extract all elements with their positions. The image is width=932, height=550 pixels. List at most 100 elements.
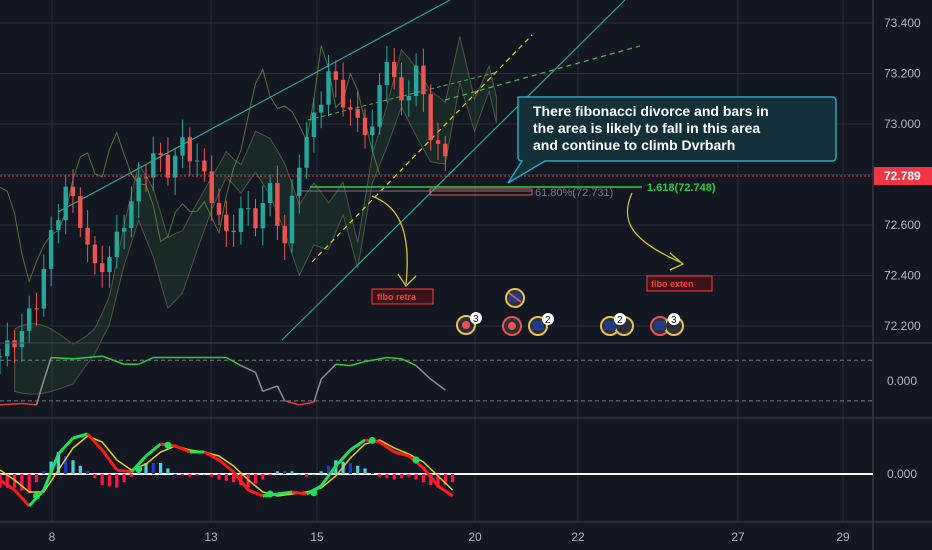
osc2-macd-segment (0, 478, 16, 492)
osc1-line-segment (35, 380, 45, 406)
event-marker-3[interactable]: 2 (502, 313, 554, 336)
note-callout[interactable]: There fibonacci divorce and bars in the … (507, 96, 837, 184)
event-marker-5[interactable]: 3 (650, 313, 684, 336)
candle-body (151, 153, 156, 178)
osc1-line-segment (313, 378, 322, 403)
osc2-histogram-bar (399, 474, 404, 479)
candle-body (304, 137, 309, 168)
event-count-2: 2 (545, 315, 551, 326)
osc2-histogram-bar (253, 474, 258, 484)
candle-body (63, 186, 68, 221)
osc2-histogram-bar (5, 474, 9, 488)
candle-body (348, 107, 353, 110)
osc2-macd-segment (203, 450, 220, 462)
candle-body (121, 227, 127, 232)
osc2-histogram-bar (93, 474, 97, 479)
price-axis-tick-label: 72.600 (884, 218, 921, 232)
candle-body (297, 167, 302, 196)
osc2-histogram-bar (224, 474, 228, 481)
osc2-histogram-bar (49, 461, 53, 474)
note-callout-box (507, 96, 837, 184)
fib-level-gray-label: 61.80%(72.731) (535, 187, 613, 199)
current-price-tag: 72.789 (874, 167, 932, 185)
price-axis-tick-label: 73.200 (884, 67, 921, 81)
osc2-histogram-bar (107, 474, 112, 487)
osc2-histogram-bar (356, 465, 360, 474)
osc2-macd-segment (116, 468, 132, 474)
osc1-line-segment (430, 378, 446, 391)
osc2-histogram-bar (202, 474, 206, 475)
economic-event-markers[interactable]: 3 2 2 3 (456, 288, 684, 336)
time-axis-tick-label: 22 (571, 530, 585, 544)
candle-body (311, 112, 317, 138)
event-marker-1[interactable]: 3 (456, 312, 482, 335)
candle-body (0, 356, 3, 358)
osc1-line-segment (43, 357, 52, 381)
time-axis[interactable]: 8 13 15 20 22 27 29 (49, 530, 850, 544)
osc2-histogram-bar (436, 474, 440, 488)
osc1-line-segment (51, 356, 74, 360)
osc2-histogram-bar (348, 463, 352, 474)
osc1-zero-label: 0.000 (887, 374, 917, 388)
osc2-macd-segment (349, 438, 366, 452)
osc1-line-segment (101, 355, 125, 365)
current-price-tag-label: 72.789 (884, 169, 921, 183)
osc2-macd-segment (86, 432, 104, 452)
osc1-line-segment (0, 402, 22, 406)
fib-red-zone (429, 188, 533, 196)
osc2-histogram-bar (144, 463, 148, 474)
osc2-histogram-bar (363, 468, 367, 474)
candle-body (253, 208, 258, 229)
exten-arrow-curve (626, 192, 681, 263)
annotation-arrows (371, 192, 685, 288)
candle-body (194, 160, 200, 162)
osc2-cross-dot (368, 436, 376, 444)
candle-body (377, 85, 382, 127)
osc1-line-segment (299, 401, 315, 406)
price-axis-tick-label: 72.200 (884, 319, 921, 333)
fibo-exten-label-box (646, 275, 713, 292)
osc2-histogram-bar (180, 474, 185, 476)
candle-body (319, 104, 324, 113)
candle-body (173, 155, 178, 178)
candle-body (435, 140, 441, 144)
candle-body (413, 65, 419, 97)
osc1-line-segment (415, 365, 432, 380)
event-marker-4[interactable]: 2 (600, 313, 634, 336)
osc2-histogram-bar (326, 465, 331, 474)
osc2-macd-segment (393, 450, 410, 458)
osc2-histogram-bar (268, 474, 272, 476)
osc2-histogram-bar (305, 474, 309, 477)
fib-level-green-label: 1.618(72.748) (647, 182, 716, 194)
price-axis-tick-label: 72.400 (884, 269, 921, 283)
time-axis-tick-label: 8 (49, 530, 56, 544)
event-count-1: 3 (473, 314, 479, 325)
candle-body (340, 79, 346, 108)
retra-arrow-head (397, 273, 417, 288)
candle-body (370, 126, 375, 136)
flag-icon-cross (508, 292, 522, 303)
osc2-histogram-bar (159, 463, 163, 474)
event-marker-2[interactable] (505, 288, 525, 308)
osc2-cross-dot (33, 492, 40, 500)
osc1-line-segment (276, 385, 286, 402)
osc1-line-segment (401, 358, 417, 367)
note-line-2: the area is likely to fall in this area (533, 120, 760, 136)
candle-body (392, 61, 397, 78)
osc2-histogram-bar (407, 474, 411, 477)
fibo-labels: fibo retra fibo exten (371, 275, 713, 305)
candle-body (209, 171, 214, 203)
osc2-histogram-bar (429, 474, 433, 485)
osc2-histogram-bar (378, 474, 382, 477)
osc2-histogram-bar (451, 474, 455, 483)
candle-body (158, 153, 163, 155)
current-price-tag-box (874, 167, 932, 185)
osc1-line-segment (254, 372, 264, 392)
osc1-line-segment (21, 402, 37, 406)
candle-body (238, 208, 244, 233)
osc1-line-segment (320, 363, 337, 380)
time-axis-tick-label: 27 (731, 530, 745, 544)
fibo-retra-label: fibo retra (377, 292, 417, 302)
osc1-line-segment (262, 385, 278, 393)
